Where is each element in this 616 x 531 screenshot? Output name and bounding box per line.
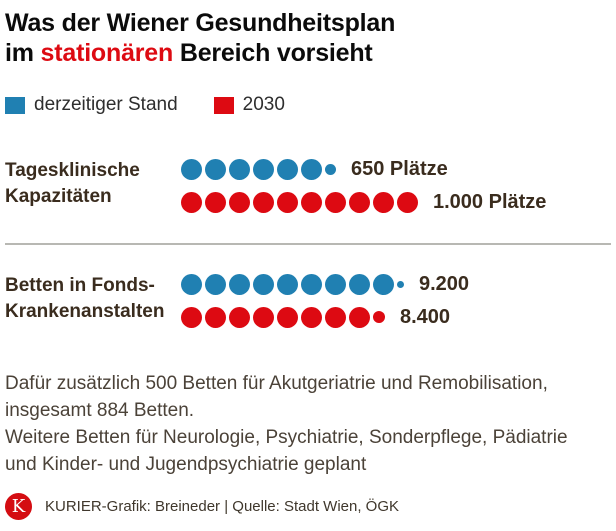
dot-row-red: 8.400: [181, 306, 469, 328]
legend-label: 2030: [242, 94, 285, 115]
kurier-logo-icon: K: [5, 493, 32, 520]
partial-unit-dot: [397, 280, 404, 288]
unit-dot: [253, 158, 274, 180]
section-1: Tagesklinische Kapazitäten 650 Plätze 1.00…: [5, 158, 608, 213]
value-label: 9.200: [419, 272, 470, 295]
unit-dot: [229, 273, 250, 295]
dot-row-red: 1.000 Plätze: [181, 191, 546, 213]
unit-dot: [181, 273, 202, 295]
category-label: Tagesklinische Kapazitäten: [5, 160, 140, 207]
legend-swatch-icon: [213, 96, 234, 114]
unit-dot: [205, 191, 226, 213]
legend-item-current: derzeitiger Stand: [5, 94, 178, 116]
section-divider: [5, 243, 611, 245]
title-line-1: Was der Wiener Gesundheitsplan: [5, 9, 396, 37]
unit-dot: [205, 158, 226, 180]
unit-dot: [301, 158, 322, 180]
unit-dot: [181, 158, 202, 180]
footnote-text: Dafür zusätzlich 500 Betten für Akutgeri…: [5, 373, 568, 475]
unit-dot: [325, 191, 346, 213]
unit-dot: [277, 191, 298, 213]
value-label: 8.400: [400, 305, 451, 328]
category-label: Betten in Fonds- Krankenanstalten: [5, 275, 165, 322]
unit-dot: [301, 306, 322, 328]
unit-dot: [277, 273, 298, 295]
unit-dot: [373, 273, 394, 295]
unit-dot: [205, 306, 226, 328]
unit-dot: [253, 273, 274, 295]
legend-item-2030: 2030: [213, 94, 285, 116]
value-label: 1.000 Plätze: [433, 190, 547, 213]
value-label: 650 Plätze: [351, 157, 448, 180]
title-line-2-suffix: Bereich vorsieht: [173, 39, 373, 67]
legend-label: derzeitiger Stand: [34, 94, 178, 115]
unit-dot: [349, 273, 370, 295]
chart-sections: Tagesklinische Kapazitäten 650 Plätze 1.00…: [5, 158, 611, 328]
unit-dot: [277, 158, 298, 180]
title-line-2-prefix: im: [5, 39, 41, 67]
dot-rows: 9.200 8.400: [181, 273, 469, 328]
title-highlight-word: stationären: [40, 39, 174, 67]
dot-row-blue: 9.200: [181, 273, 469, 295]
source-credit: KURIER-Grafik: Breineder | Quelle: Stadt…: [45, 498, 400, 515]
unit-dot: [325, 273, 346, 295]
credit-row: K KURIER-Grafik: Breineder | Quelle: Sta…: [5, 493, 608, 520]
unit-dot: [253, 191, 274, 213]
unit-dot: [301, 191, 322, 213]
unit-dot: [349, 306, 370, 328]
unit-dot: [181, 191, 202, 213]
unit-dot: [229, 191, 250, 213]
unit-dot: [229, 306, 250, 328]
unit-dot: [253, 306, 274, 328]
section-2: Betten in Fonds- Krankenanstalten 9.200 8.…: [5, 273, 608, 328]
unit-dot: [349, 191, 370, 213]
legend-swatch-icon: [5, 96, 25, 114]
unit-dot: [205, 273, 226, 295]
unit-dot: [373, 191, 394, 213]
unit-dot: [181, 306, 202, 328]
unit-dot: [301, 273, 322, 295]
dot-rows: 650 Plätze 1.000 Plätze: [181, 158, 546, 213]
unit-dot: [229, 158, 250, 180]
legend: derzeitiger Stand 2030: [5, 94, 608, 116]
dot-row-blue: 650 Plätze: [181, 158, 546, 180]
kurier-logo-letter: K: [11, 496, 26, 517]
page-title: Was der Wiener Gesundheitsplan im statio…: [5, 8, 608, 68]
partial-unit-dot: [325, 163, 336, 175]
unit-dot: [397, 191, 418, 213]
unit-dot: [277, 306, 298, 328]
partial-unit-dot: [373, 311, 385, 323]
unit-dot: [325, 306, 346, 328]
